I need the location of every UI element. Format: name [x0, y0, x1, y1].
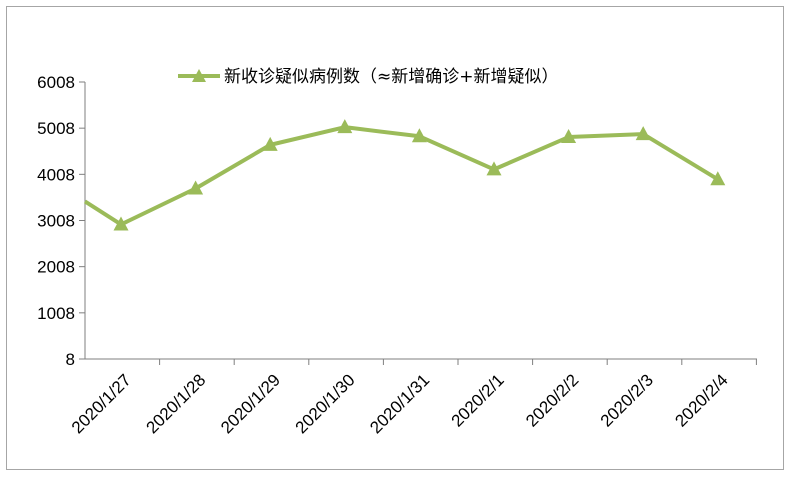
data-point-marker: [411, 128, 427, 143]
legend-label: 新收诊疑似病例数（≈新增确诊+新增疑似）: [224, 67, 559, 87]
y-tick-label: 2008: [37, 258, 75, 277]
y-axis-ticks: 8 1008 2008 3008 4008 5008 6008: [37, 73, 85, 369]
data-point-marker: [113, 216, 129, 231]
chart-frame: [6, 6, 784, 470]
data-point-marker: [635, 126, 651, 141]
data-point-marker: [188, 180, 204, 195]
data-point-marker: [337, 119, 353, 134]
y-tick-label: 1008: [37, 304, 75, 323]
x-axis-ticks: 2020/1/27 2020/1/28 2020/1/29 2020/1/30 2020…: [68, 359, 757, 437]
data-point-marker: [262, 136, 278, 151]
legend: 新收诊疑似病例数（≈新增确诊+新增疑似）: [178, 67, 559, 87]
axes: [84, 82, 757, 360]
x-tick-label: 2020/1/28: [143, 370, 210, 437]
series-line: [83, 125, 719, 227]
data-point-marker: [486, 161, 502, 176]
x-tick-label: 2020/2/3: [597, 370, 657, 430]
data-point-marker: [561, 129, 577, 144]
x-tick-label: 2020/1/27: [68, 370, 135, 437]
y-tick-label: 3008: [37, 212, 75, 231]
y-tick-label: 8: [66, 350, 75, 369]
x-tick-label: 2020/1/30: [292, 370, 359, 437]
legend-triangle-marker: [192, 69, 206, 82]
x-tick-label: 2020/1/29: [217, 370, 284, 437]
series-layer: [83, 119, 726, 231]
y-tick-label: 6008: [37, 73, 75, 92]
x-tick-label: 2020/2/4: [671, 370, 731, 430]
data-point-marker: [710, 171, 726, 186]
x-tick-label: 2020/2/2: [522, 370, 582, 430]
x-tick-label: 2020/2/1: [448, 370, 508, 430]
x-tick-label: 2020/1/31: [366, 370, 433, 437]
y-tick-label: 5008: [37, 119, 75, 138]
y-tick-label: 4008: [37, 165, 75, 184]
